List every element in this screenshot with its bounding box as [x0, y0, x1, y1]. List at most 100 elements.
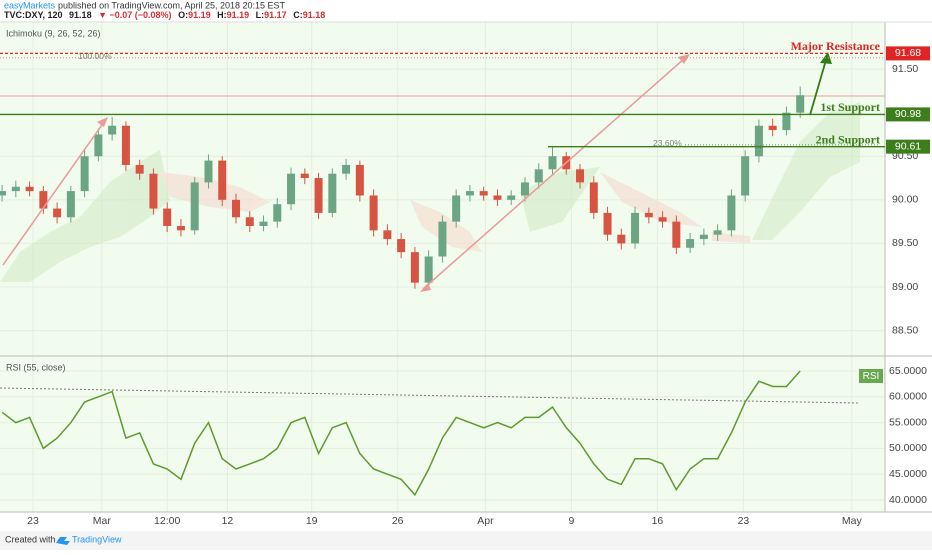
- candle-body: [768, 125, 777, 131]
- candle-body: [493, 195, 502, 200]
- x-tick-label: 23: [27, 515, 39, 527]
- x-tick-label: 16: [652, 515, 664, 527]
- ichimoku-cloud: [0, 102, 860, 282]
- price: 91.18: [69, 10, 92, 20]
- candle-body: [465, 191, 474, 196]
- candle-body: [424, 256, 433, 283]
- x-tick-label: 12:00: [154, 515, 180, 527]
- ohlc-high-key: H:: [217, 10, 227, 20]
- rsi-tick-label: 65.0000: [889, 365, 927, 377]
- level-label: 2nd Support: [816, 132, 880, 146]
- candle-body: [741, 156, 750, 196]
- y-tick-label: 89.00: [892, 281, 918, 293]
- ohlc-close: 91.18: [303, 10, 326, 20]
- rsi-tick-label: 40.0000: [889, 494, 927, 506]
- candle-body: [0, 191, 7, 196]
- candle-body: [452, 195, 461, 222]
- indicator-label: Ichimoku (9, 26, 52, 26): [6, 28, 101, 38]
- candle-body: [94, 134, 103, 157]
- candle-body: [328, 173, 337, 213]
- candle-body: [603, 212, 612, 235]
- candle-body: [232, 199, 240, 218]
- x-tick-label: 9: [569, 515, 575, 527]
- x-tick-label: 26: [392, 515, 404, 527]
- candle-body: [39, 191, 48, 209]
- level-price-label: 90.61: [895, 140, 921, 152]
- candle-body: [259, 221, 268, 226]
- rsi-tick-label: 55.0000: [889, 416, 927, 428]
- candle-body: [410, 252, 419, 283]
- author: easyMarkets: [4, 0, 56, 10]
- candle-body: [686, 239, 695, 248]
- candle-body: [548, 156, 557, 170]
- candle-body: [108, 125, 117, 135]
- candle-body: [617, 234, 626, 244]
- rsi-tick-label: 60.0000: [889, 391, 927, 403]
- ohlc-open: 91.19: [188, 10, 211, 20]
- candle-body: [589, 182, 598, 213]
- rsi-tick-label: 45.0000: [889, 468, 927, 480]
- footer-created: Created with: [5, 534, 56, 544]
- candle-body: [218, 160, 227, 200]
- candle-body: [672, 221, 681, 248]
- candle-body: [287, 173, 296, 205]
- candle-body: [507, 195, 516, 200]
- candles: [0, 86, 805, 289]
- candle-body: [149, 173, 158, 209]
- candle-body: [369, 195, 378, 231]
- candle-body: [355, 164, 364, 196]
- ohlc-close-key: C:: [293, 10, 303, 20]
- candle-body: [163, 208, 172, 226]
- candle-body: [11, 186, 20, 192]
- footer-bar: [0, 531, 932, 550]
- ohlc-low-key: L:: [256, 10, 265, 20]
- candle-body: [644, 212, 653, 218]
- candle-body: [796, 95, 805, 113]
- rsi-badge: [859, 369, 883, 383]
- candle-body: [658, 217, 667, 222]
- y-tick-label: 91.50: [892, 63, 918, 75]
- change: ▼ −0.07 (−0.08%): [98, 10, 171, 20]
- candle-body: [342, 164, 351, 174]
- candle-body: [397, 239, 406, 253]
- level-price-label: 90.98: [895, 108, 921, 120]
- rsi-label: RSI: [863, 371, 880, 382]
- candle-body: [53, 208, 62, 218]
- candle-body: [479, 191, 488, 196]
- level-label: Major Resistance: [791, 39, 881, 53]
- fib-label: 23.60%: [653, 138, 682, 148]
- rsi-tick-label: 50.0000: [889, 442, 927, 454]
- level-price-box: [886, 46, 930, 61]
- candle-body: [176, 225, 185, 231]
- x-tick-label: 19: [306, 515, 318, 527]
- candle-body: [190, 182, 199, 231]
- grid: [0, 22, 885, 512]
- candle-body: [782, 112, 791, 131]
- level-label: 1st Support: [820, 100, 880, 114]
- candle-body: [204, 160, 213, 183]
- footer-brand: TradingView: [72, 534, 122, 544]
- candle-body: [25, 186, 34, 192]
- x-tick-label: May: [842, 515, 863, 527]
- x-tick-label: Mar: [93, 515, 112, 527]
- y-tick-label: 89.50: [892, 237, 918, 249]
- candle-body: [314, 178, 323, 213]
- candle-body: [699, 234, 708, 240]
- candle-body: [135, 164, 144, 174]
- candle-body: [66, 191, 75, 218]
- symbol: TVC:DXY, 120: [4, 10, 63, 20]
- rsi-line: [1, 370, 801, 497]
- candle-body: [80, 156, 89, 192]
- tv-logo: [56, 537, 70, 545]
- symbol-line: TVC:DXY, 120 91.18 ▼ −0.07 (−0.08%) O:91…: [4, 10, 325, 20]
- candle-body: [383, 230, 392, 240]
- candle-body: [273, 204, 282, 222]
- published: published on TradingView.com, April 25, …: [58, 0, 285, 10]
- x-tick-label: 23: [738, 515, 750, 527]
- y-tick-label: 88.50: [892, 324, 918, 336]
- fib-label: 100.00%: [78, 51, 112, 61]
- candle-body: [754, 125, 763, 157]
- candle-body: [245, 217, 254, 226]
- ohlc-open-key: O:: [178, 10, 188, 20]
- candle-body: [300, 173, 309, 179]
